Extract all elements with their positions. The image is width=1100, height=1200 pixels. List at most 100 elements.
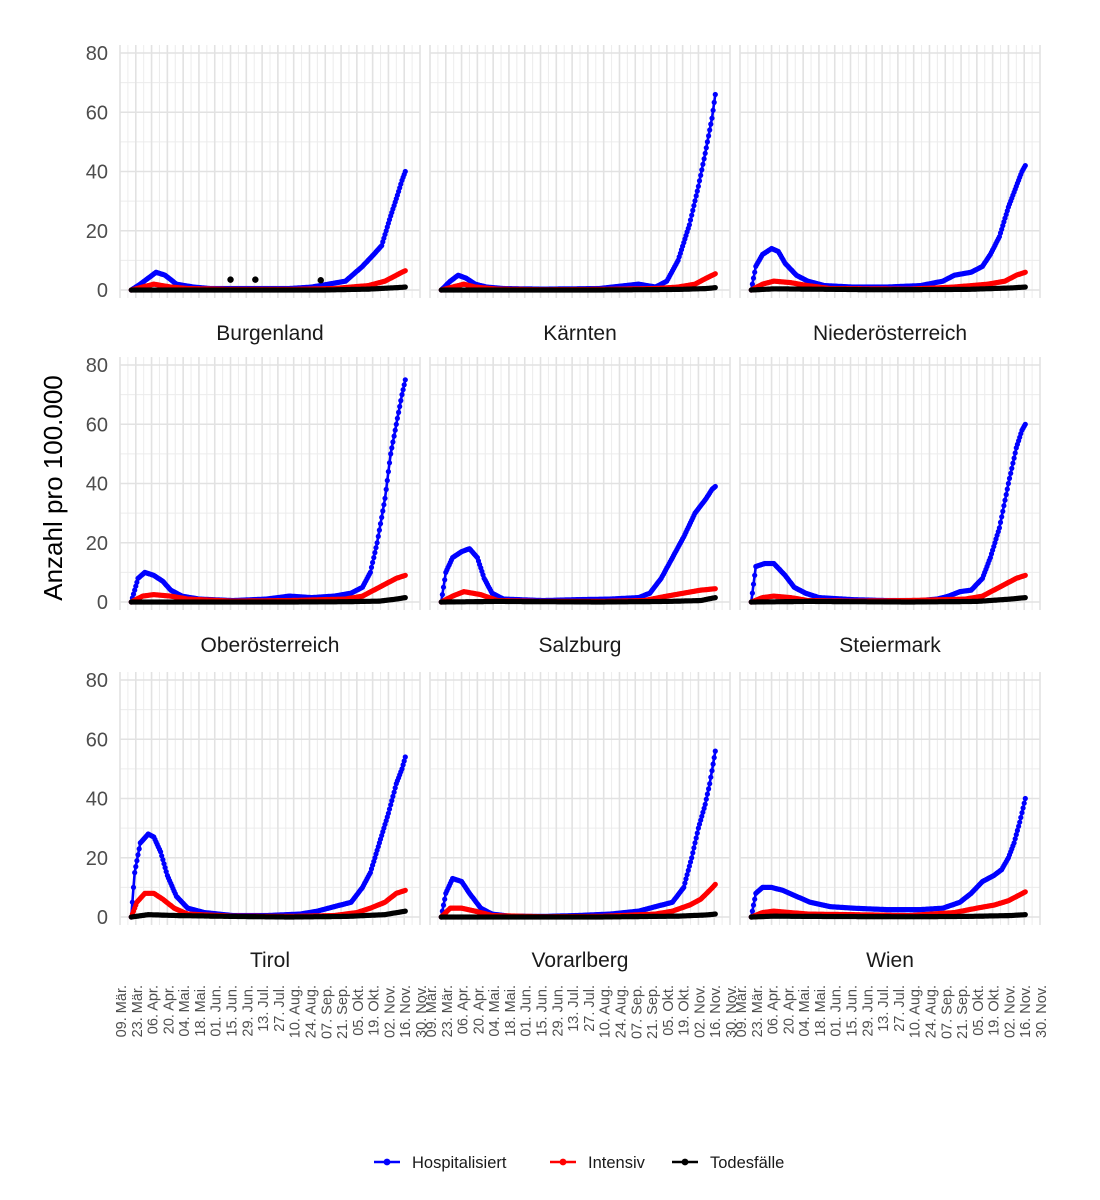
y-tick-label: 0 [97, 907, 108, 929]
data-point [1012, 450, 1018, 456]
data-point [710, 107, 716, 113]
data-point [382, 495, 388, 501]
data-point [401, 382, 407, 388]
series-hospitalisiert [438, 483, 718, 605]
data-point [695, 183, 702, 189]
y-tick-label: 20 [86, 221, 108, 243]
data-point [1001, 503, 1007, 509]
data-point [380, 508, 386, 514]
data-point [997, 519, 1004, 526]
data-point [749, 281, 756, 287]
data-point [384, 477, 390, 484]
data-point [1002, 497, 1008, 503]
data-point [712, 91, 718, 98]
y-tick-label: 60 [86, 414, 108, 436]
data-point [391, 433, 397, 439]
data-point [388, 451, 394, 457]
series-hospitalisiert [128, 754, 408, 920]
data-point [393, 421, 399, 427]
data-point [394, 415, 400, 421]
data-point [134, 579, 140, 585]
data-point [709, 115, 715, 121]
data-point [134, 858, 140, 864]
data-point [699, 167, 705, 173]
series-todesfaelle [748, 284, 1028, 293]
facet-label: Burgenland [216, 322, 323, 345]
data-point [402, 268, 408, 274]
data-point [1004, 486, 1010, 492]
data-point [712, 285, 718, 291]
data-point [703, 145, 709, 151]
data-point [376, 527, 382, 533]
y-tick-label: 20 [86, 848, 108, 870]
data-point [392, 427, 398, 433]
data-point [402, 377, 408, 383]
y-tick-label: 80 [86, 43, 108, 65]
data-point [694, 188, 700, 194]
data-point [368, 564, 375, 571]
data-point [402, 284, 408, 290]
data-point [1005, 480, 1012, 487]
data-point [689, 212, 695, 218]
data-point [402, 595, 408, 601]
data-point [373, 545, 379, 551]
data-point [1022, 572, 1028, 578]
data-point [135, 852, 141, 858]
series-line [440, 485, 717, 603]
data-point [1010, 460, 1016, 466]
data-point [1022, 284, 1028, 290]
data-point [133, 864, 139, 870]
y-tick-label: 40 [86, 162, 108, 184]
data-point [752, 572, 758, 578]
data-point [1009, 465, 1015, 471]
data-point [389, 445, 395, 451]
facet-panel: Salzburg [429, 357, 731, 657]
y-tick-label: 0 [97, 280, 108, 302]
data-point [383, 486, 389, 492]
data-point [750, 581, 757, 587]
data-point [687, 217, 694, 223]
data-point [132, 587, 138, 593]
facet-panel: Steiermark [739, 357, 1041, 657]
series-hospitalisiert [438, 91, 718, 293]
data-point [1011, 455, 1017, 461]
data-point [1022, 421, 1028, 427]
data-point [712, 271, 718, 277]
data-point [1022, 595, 1028, 601]
data-point [370, 559, 376, 566]
data-point [375, 533, 381, 540]
data-point [749, 590, 756, 596]
data-point [402, 572, 408, 578]
data-point [400, 387, 406, 393]
data-point [1003, 492, 1009, 498]
facet-label: Salzburg [539, 634, 622, 657]
data-point [133, 583, 139, 589]
data-point [402, 168, 408, 175]
data-point [130, 884, 137, 891]
data-point [1000, 508, 1006, 514]
outlier-point [252, 276, 259, 283]
data-point [704, 139, 711, 145]
data-point [440, 584, 447, 590]
data-point [702, 150, 708, 156]
data-point [693, 193, 699, 199]
data-point [712, 586, 718, 592]
data-point [396, 409, 402, 415]
data-point [390, 439, 396, 445]
data-point [700, 161, 706, 167]
data-point [691, 203, 697, 209]
data-point [442, 577, 448, 583]
data-point [136, 846, 142, 852]
series-hospitalisiert [128, 377, 408, 605]
data-point [386, 460, 393, 466]
data-point [696, 178, 703, 184]
data-point [706, 133, 712, 139]
y-tick-label: 20 [86, 533, 108, 555]
data-point [707, 127, 713, 133]
data-point [698, 172, 704, 178]
facet-label: Kärnten [543, 322, 617, 345]
